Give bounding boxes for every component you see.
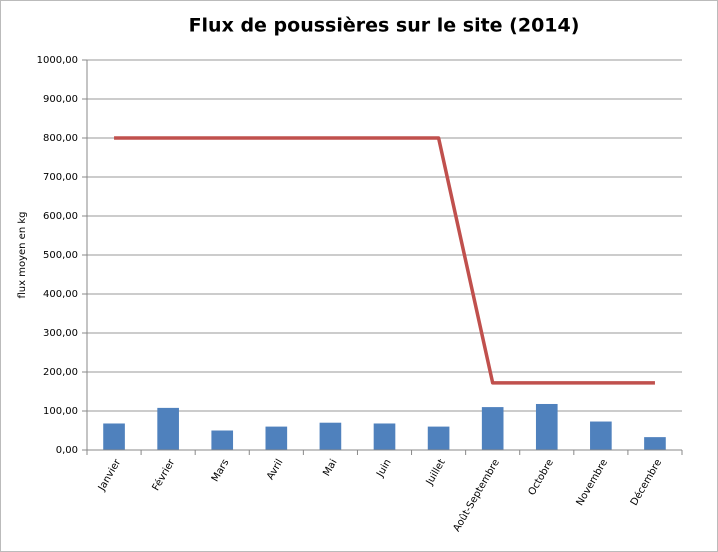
y-axis-label: flux moyen en kg — [17, 212, 28, 299]
bar — [373, 423, 396, 450]
y-tick-label: 500,00 — [43, 250, 78, 261]
bar — [427, 426, 450, 450]
bar — [157, 407, 179, 450]
y-tick-label: 1000,00 — [37, 55, 78, 66]
y-tick-label: 400,00 — [43, 289, 78, 300]
bar — [481, 407, 504, 450]
bar — [535, 403, 558, 450]
y-tick-label: 100,00 — [43, 406, 78, 417]
y-tick-label: 900,00 — [43, 94, 78, 105]
bar — [590, 421, 612, 450]
y-tick-label: 800,00 — [43, 133, 78, 144]
bar — [103, 423, 125, 450]
y-tick-label: 200,00 — [43, 367, 78, 378]
bar — [644, 437, 666, 450]
bar — [211, 430, 234, 450]
y-tick-label: 600,00 — [43, 211, 78, 222]
line — [114, 136, 655, 385]
chart-title: Flux de poussières sur le site (2014) — [189, 15, 580, 37]
y-tick-label: 300,00 — [43, 328, 78, 339]
bar — [319, 422, 342, 450]
y-tick-label: 0,00 — [56, 445, 78, 456]
bar — [265, 426, 288, 450]
y-tick-label: 700,00 — [43, 172, 78, 183]
